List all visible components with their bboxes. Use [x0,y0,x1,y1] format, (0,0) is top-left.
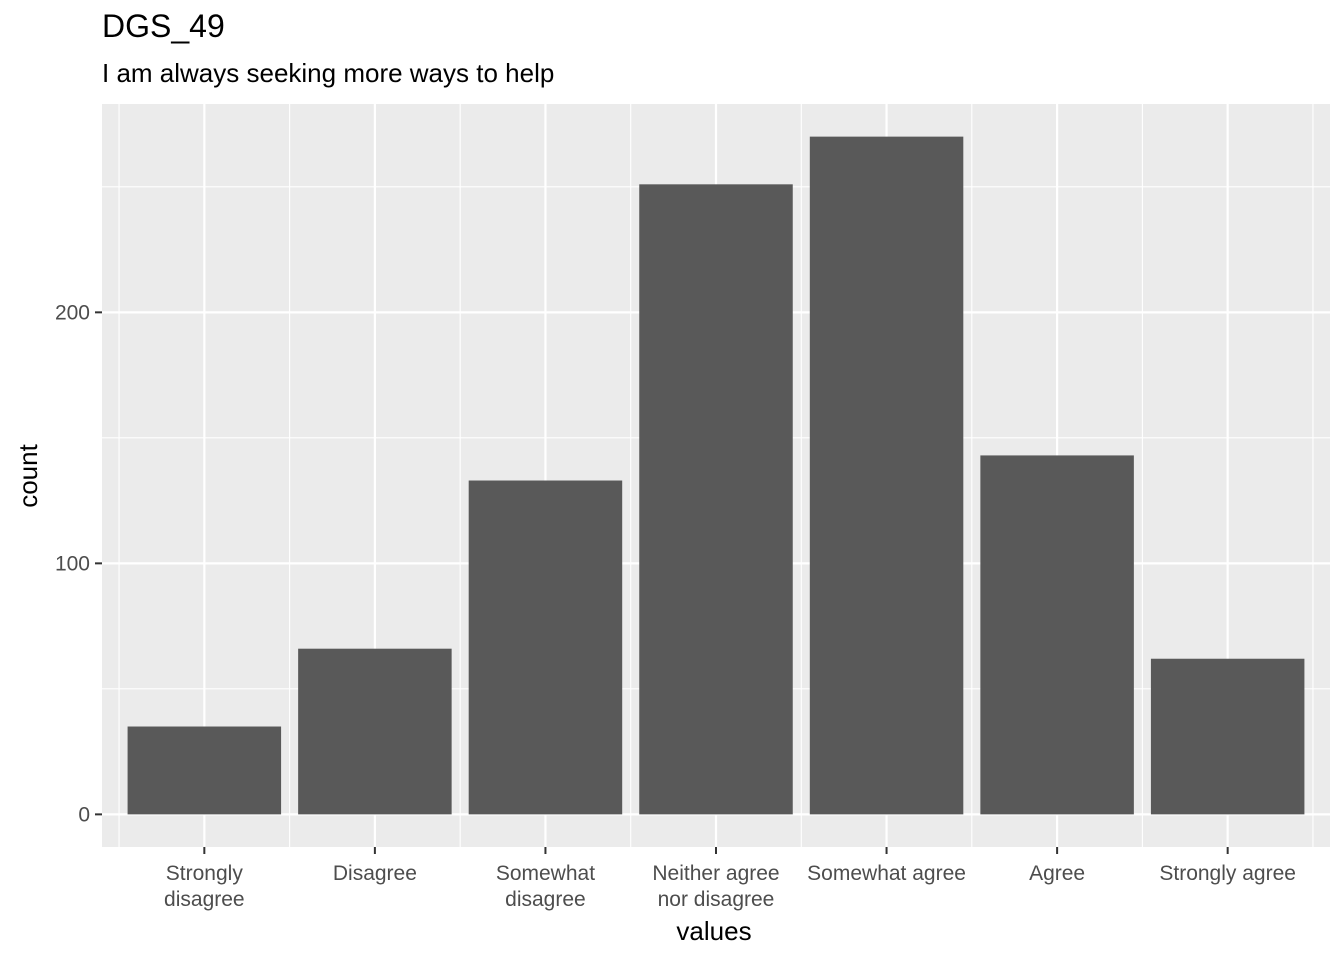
y-tick-label: 100 [55,552,90,575]
x-tick-label: Somewhat agree [807,862,966,885]
y-axis: 0 100 200 [55,301,102,826]
bars [127,136,1305,815]
bar [468,480,623,815]
x-axis: Strongly disagree Disagree Somewhat disagree… [164,847,1296,911]
bar [298,648,452,815]
x-tick-label: Strongly disagree [164,862,245,911]
bar [127,726,282,815]
bar [639,184,793,815]
x-axis-title: values [676,916,751,946]
x-tick-label: Strongly agree [1159,862,1296,885]
y-tick-label: 200 [55,301,90,324]
x-tick-label: Agree [1029,862,1085,885]
x-tick-label: Neither agree nor disagree [652,862,779,911]
bar [980,455,1134,815]
y-tick-label: 0 [78,803,90,826]
x-tick-label: Somewhat disagree [496,862,595,911]
bar [1150,658,1305,815]
x-tick-label: Disagree [333,862,417,885]
chart-subtitle: I am always seeking more ways to help [102,58,555,88]
bar [809,136,964,815]
chart-title: DGS_49 [102,8,225,44]
y-axis-title: count [13,443,43,507]
